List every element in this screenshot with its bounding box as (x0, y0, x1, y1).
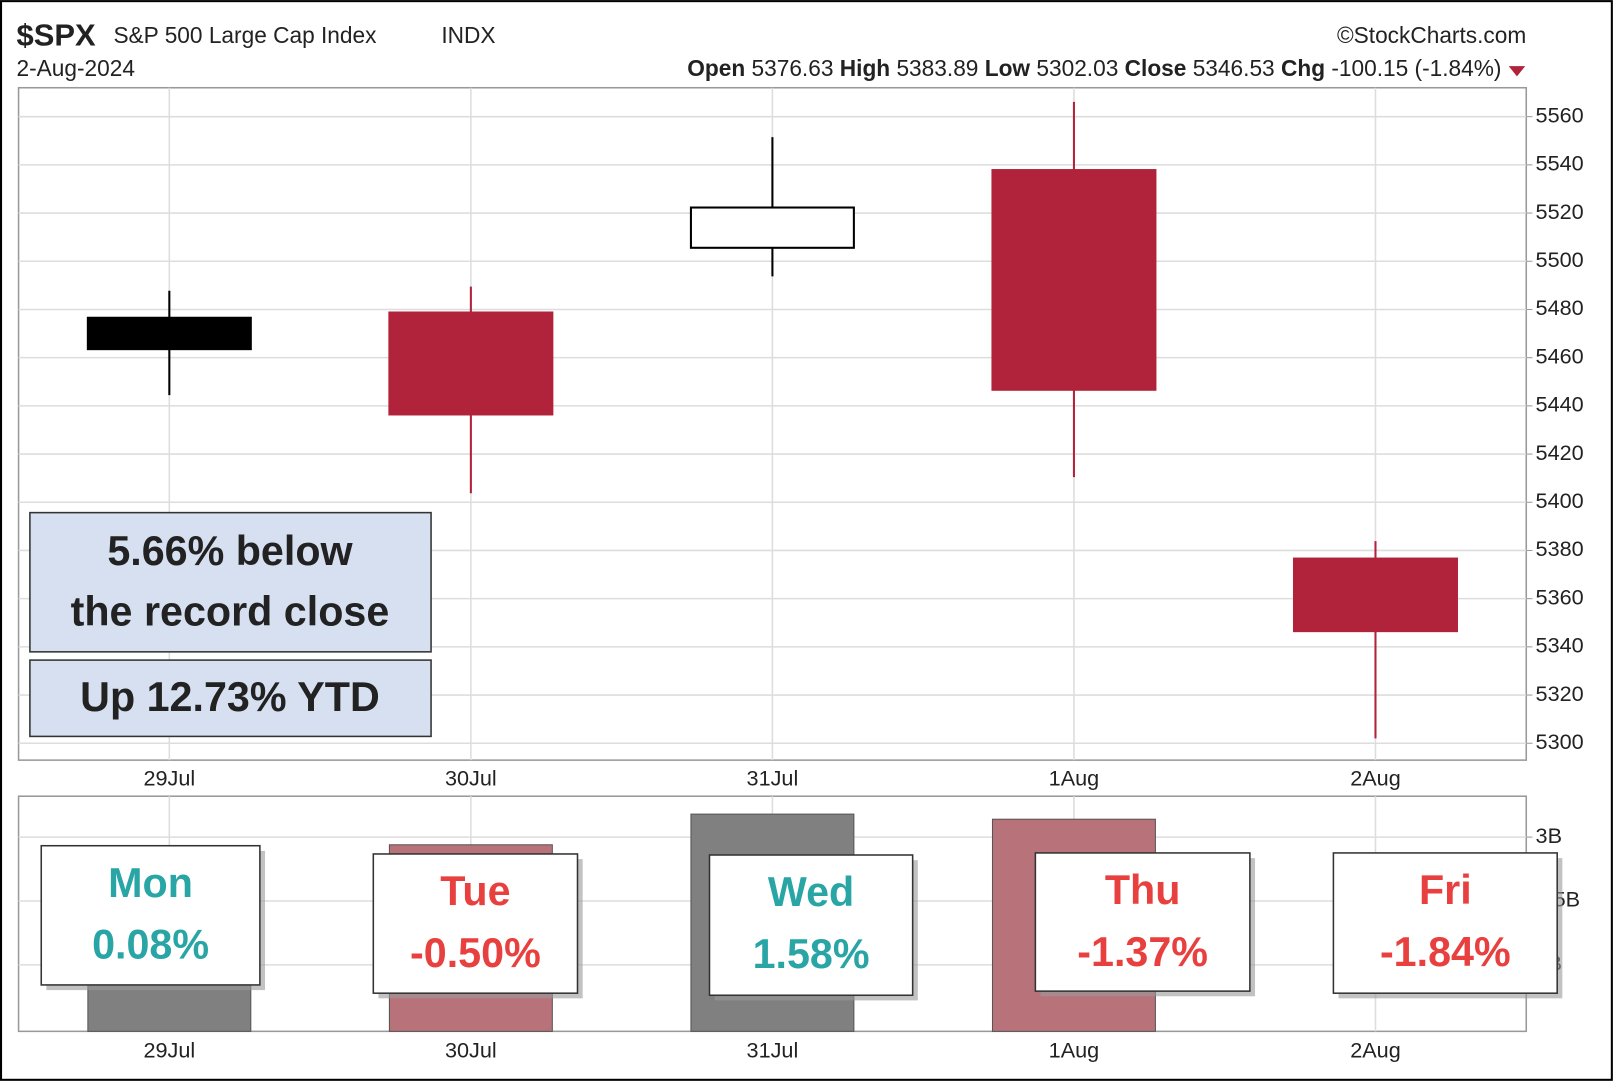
y-tick-label: 5300 (1536, 729, 1584, 754)
day-name: Fri (1419, 867, 1472, 913)
day-change: 0.08% (92, 922, 209, 968)
y-tick-label: 3B (1536, 823, 1562, 848)
day-name: Wed (768, 869, 854, 915)
source: ©StockCharts.com (1337, 22, 1526, 48)
y-tick-label: 5460 (1536, 343, 1584, 368)
label: Close (1125, 55, 1187, 81)
y-tick-label: 5340 (1536, 633, 1584, 658)
ohlc: Open 5376.63 High 5383.89 Low 5302.03 Cl… (687, 55, 1501, 81)
candle-body (1292, 557, 1458, 633)
x-tick-label: 1Aug (1049, 765, 1100, 790)
candle-body (86, 316, 252, 351)
x-tick-label: 2Aug (1350, 1038, 1401, 1063)
exchange: INDX (441, 22, 495, 48)
y-tick-label: 5320 (1536, 681, 1584, 706)
day-change: -1.84% (1380, 929, 1511, 975)
y-tick-label: 5560 (1536, 102, 1584, 127)
record-text: 5.66% below (107, 528, 353, 574)
y-tick-label: 5380 (1536, 536, 1584, 561)
x-tick-label: 31Jul (747, 1038, 799, 1063)
day-box (1332, 852, 1558, 994)
day-name: Tue (440, 868, 510, 914)
x-tick-label: 31Jul (747, 765, 799, 790)
y-tick-label: 5520 (1536, 199, 1584, 224)
record-box (29, 511, 432, 653)
y-tick-label: 5480 (1536, 295, 1584, 320)
value: -100.15 (-1.84%) (1331, 55, 1501, 81)
x-tick-label: 29Jul (143, 1038, 195, 1063)
day-change: 1.58% (753, 931, 870, 977)
x-tick-label: 30Jul (445, 1038, 497, 1063)
y-tick-label: 5500 (1536, 247, 1584, 272)
day-box (40, 844, 261, 986)
candle-body (991, 169, 1157, 391)
down-arrow (1508, 66, 1526, 77)
x-tick-label: 29Jul (143, 765, 195, 790)
day-box (372, 853, 579, 994)
date: 2-Aug-2024 (17, 55, 136, 81)
day-change: -1.37% (1077, 929, 1208, 975)
value: 5302.03 (1036, 55, 1118, 81)
value: 5346.53 (1193, 55, 1275, 81)
ytd-text: Up 12.73% YTD (80, 674, 380, 720)
label: Open (687, 55, 745, 81)
symbol: $SPX (17, 17, 96, 52)
day-name: Mon (108, 860, 193, 906)
ytd-box (29, 659, 432, 738)
label: Chg (1281, 55, 1325, 81)
x-tick-label: 1Aug (1049, 1038, 1100, 1063)
day-box (1034, 852, 1251, 992)
candle-body (689, 206, 855, 249)
day-change: -0.50% (410, 930, 541, 976)
index-name: S&P 500 Large Cap Index (113, 22, 377, 48)
value: 5376.63 (752, 55, 834, 81)
x-tick-label: 30Jul (445, 765, 497, 790)
y-tick-label: 5360 (1536, 584, 1584, 609)
y-tick-label: 5400 (1536, 488, 1584, 513)
y-tick-label: 5440 (1536, 392, 1584, 417)
y-tick-label: 5540 (1536, 151, 1584, 176)
x-tick-label: 2Aug (1350, 765, 1401, 790)
day-name: Thu (1105, 867, 1181, 913)
y-tick-label: 5420 (1536, 440, 1584, 465)
label: Low (985, 55, 1031, 81)
day-box (708, 854, 914, 997)
value: 5383.89 (896, 55, 978, 81)
label: High (840, 55, 890, 81)
record-text: the record close (71, 589, 390, 635)
candle-body (388, 311, 554, 416)
